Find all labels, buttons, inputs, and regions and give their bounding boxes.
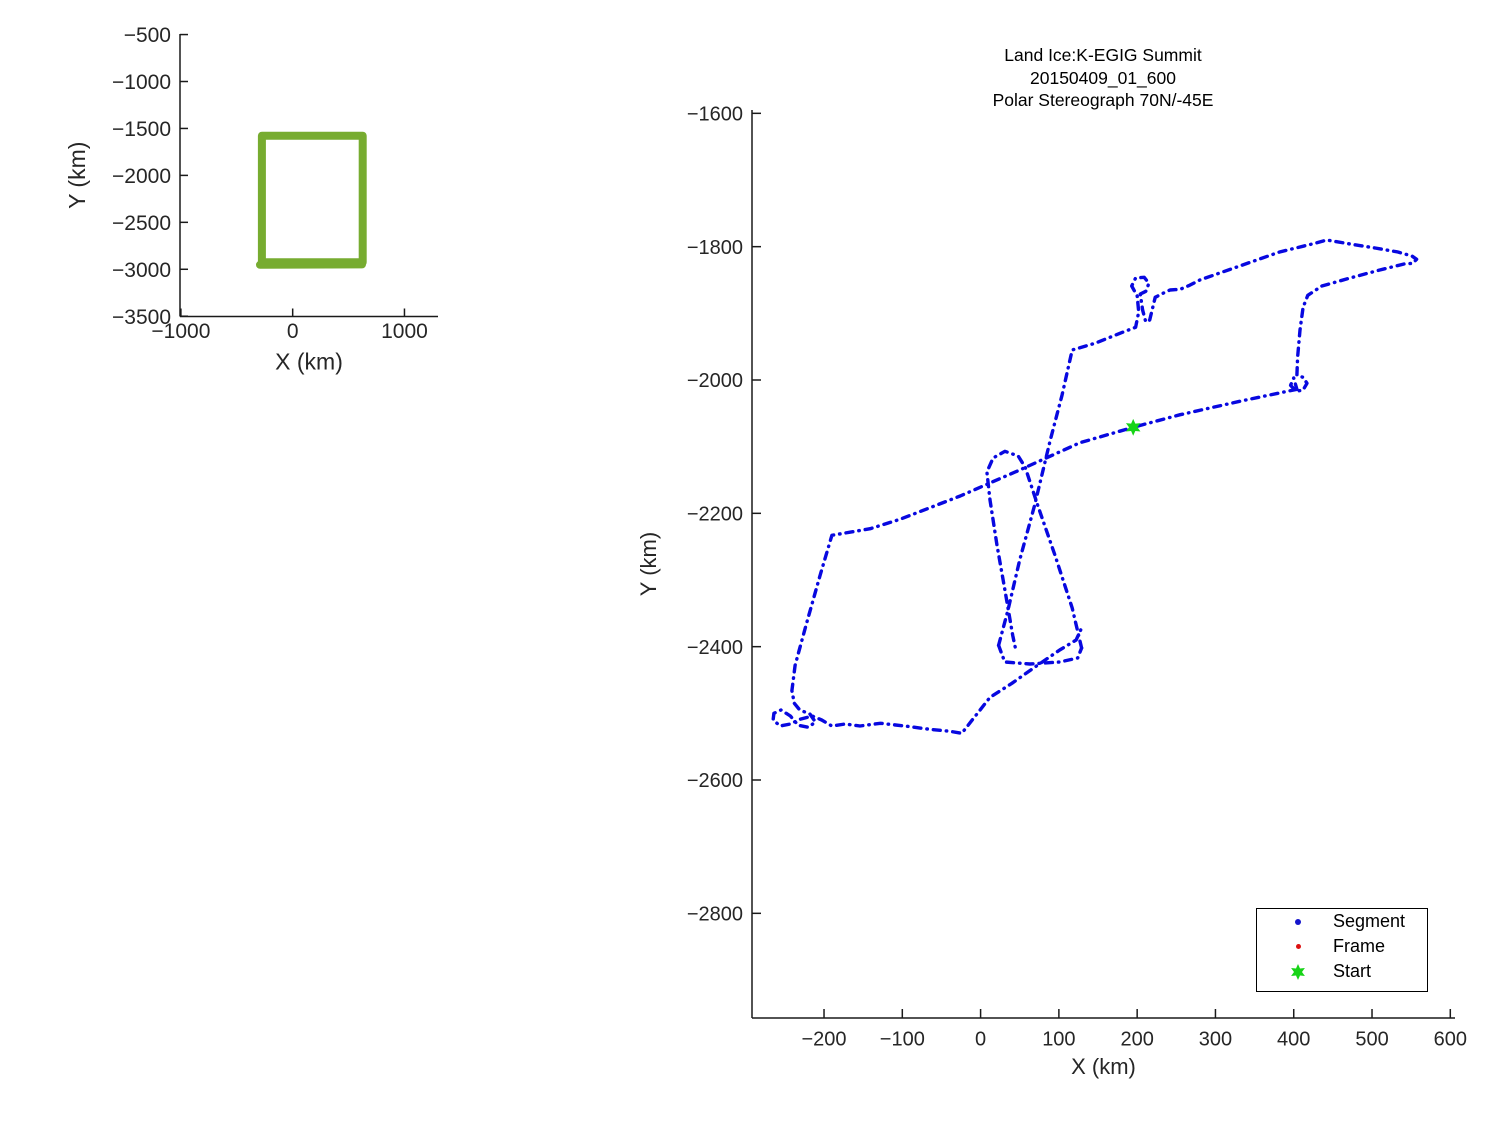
segment-track-racetrack-base [996, 643, 1084, 666]
start-hexagram-icon [1287, 963, 1309, 981]
x-tick-label: 300 [1199, 1029, 1232, 1051]
y-tick-label: −2000 [687, 370, 743, 392]
y-tick-label: −500 [124, 24, 171, 47]
x-tick-label: 100 [1042, 1029, 1075, 1051]
legend: Segment Frame Start [1256, 908, 1428, 992]
segment-track-main-loop [771, 387, 1299, 735]
legend-label-frame: Frame [1333, 936, 1386, 956]
segment-track-racetrack [985, 449, 1084, 652]
y-tick-label: −2000 [112, 165, 171, 188]
main-plot: −200 −100 0 100 200 300 400 500 600 −1600 −1800 −20… [636, 104, 1467, 1079]
axis-x-label: X (km) [1071, 1054, 1136, 1079]
inset-plot: −1000 0 1000 −500 −1000 −1500 −2000 −2500 −3000 −… [64, 24, 438, 374]
axis-y-label: Y (km) [636, 532, 661, 596]
frame-dot [1295, 944, 1301, 949]
chart-title: Land Ice:K-EGIG Summit 20150409_01_600 P… [853, 44, 1353, 112]
y-tick-label: −1600 [687, 104, 743, 126]
y-tick-label: −3000 [112, 259, 171, 282]
y-tick-label: −1500 [112, 118, 171, 141]
y-tick-label: −1000 [112, 71, 171, 94]
y-tick-label: −2200 [687, 504, 743, 526]
frame-dot-icon [1287, 944, 1309, 949]
y-tick-label: −2500 [112, 212, 171, 235]
legend-item-frame: Frame [1257, 934, 1427, 959]
boundary-rect [257, 131, 367, 267]
title-line-1: Land Ice:K-EGIG Summit [1004, 45, 1202, 65]
x-tick-label: 0 [975, 1029, 986, 1051]
y-tick-label: −2600 [687, 770, 743, 792]
x-tick-label: −100 [880, 1029, 925, 1051]
segment-dot-icon [1287, 918, 1309, 925]
axis-x-label: X (km) [275, 348, 343, 374]
x-tick-label: 600 [1434, 1029, 1467, 1051]
legend-label-start: Start [1333, 961, 1372, 981]
x-tick-label: 0 [287, 320, 299, 343]
legend-item-start: Start [1257, 959, 1427, 984]
legend-label-segment: Segment [1333, 911, 1406, 931]
x-tick-label: 200 [1120, 1029, 1153, 1051]
x-tick-label: −200 [801, 1029, 846, 1051]
start-marker [1125, 418, 1141, 436]
y-tick-label: −3500 [112, 306, 171, 329]
segment-track-north-leg [996, 238, 1419, 647]
x-tick-label: 500 [1355, 1029, 1388, 1051]
x-tick-label: 400 [1277, 1029, 1310, 1051]
legend-item-segment: Segment [1257, 909, 1427, 934]
y-tick-label: −2400 [687, 637, 743, 659]
x-tick-label: −1000 [151, 320, 210, 343]
y-tick-label: −1800 [687, 237, 743, 259]
x-tick-label: 1000 [381, 320, 428, 343]
y-tick-label: −2800 [687, 904, 743, 926]
axis-y-label: Y (km) [64, 142, 90, 209]
segment-dot [1295, 918, 1301, 925]
title-line-3: Polar Stereograph 70N/-45E [992, 90, 1214, 110]
title-line-2: 20150409_01_600 [1030, 67, 1176, 88]
